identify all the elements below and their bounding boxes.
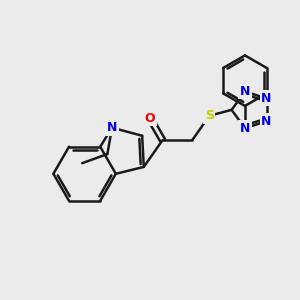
Text: N: N [240,85,250,98]
Text: N: N [107,121,117,134]
Text: N: N [261,115,272,128]
Text: N: N [240,122,250,135]
Text: S: S [205,109,214,122]
Text: O: O [145,112,155,125]
Text: N: N [261,92,272,105]
